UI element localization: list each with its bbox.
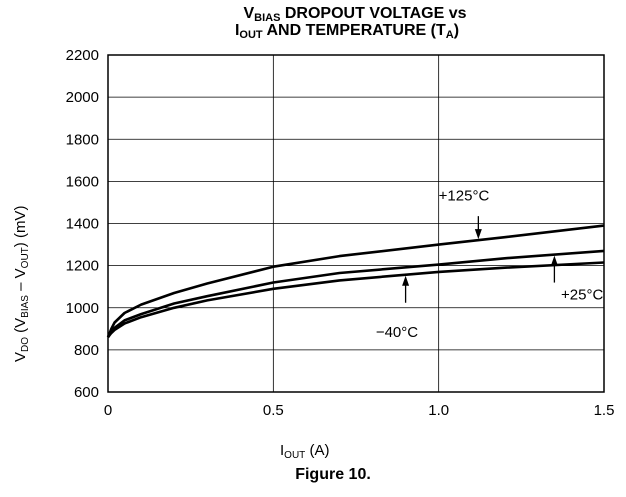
title-text: I	[234, 22, 240, 39]
y-label-text: (V	[12, 317, 29, 337]
y-tick-label: 1000	[66, 300, 99, 317]
plot-frame	[107, 54, 605, 393]
title-text: AND TEMPERATURE (T	[262, 22, 446, 39]
y-label-text: V	[12, 351, 29, 362]
annotation-label: +125°C	[439, 187, 490, 204]
chart-title-line-1: VBIAS DROPOUT VOLTAGE vs	[42, 5, 626, 24]
annotation-label: +25°C	[561, 286, 603, 303]
y-label-sub: OUT	[20, 247, 31, 269]
title-subscript: BIAS	[254, 12, 281, 24]
y-tick-label: 600	[74, 384, 99, 401]
x-label-sub: OUT	[284, 450, 306, 461]
y-axis-label: VDO (VBIAS – VOUT) (mV)	[12, 205, 31, 362]
x-label-text: I	[280, 442, 285, 459]
series-line	[106, 261, 605, 339]
y-tick-label: 1600	[66, 173, 99, 190]
annotation-arrow-head	[474, 229, 482, 240]
title-subscript: OUT	[239, 29, 263, 41]
title-subscript: A	[445, 29, 454, 41]
y-tick-label: 800	[74, 342, 99, 359]
y-label-text: ) (mV)	[12, 205, 29, 248]
series-line	[106, 224, 605, 338]
y-tick-label: 1200	[66, 258, 99, 275]
annotation-arrow-head	[550, 255, 558, 266]
title-text: )	[453, 22, 460, 39]
annotation-arrow-head	[402, 275, 410, 286]
y-label-text: – V	[12, 268, 29, 296]
y-label-sub: BIAS	[20, 295, 31, 318]
title-text: V	[243, 5, 255, 22]
x-label-text: (A)	[305, 442, 330, 459]
x-tick-label: 0.5	[263, 402, 284, 419]
y-tick-label: 1400	[66, 216, 99, 233]
annotation-label: −40°C	[376, 324, 418, 341]
y-tick-label: 1800	[66, 131, 99, 148]
y-label-sub: DO	[20, 336, 31, 352]
y-tick-label: 2000	[66, 89, 99, 106]
x-tick-label: 0	[104, 402, 112, 419]
y-tick-label: 2200	[66, 47, 99, 64]
series-line	[106, 249, 605, 338]
chart-title-line-2: IOUT AND TEMPERATURE (TA)	[34, 22, 626, 41]
x-axis-label: IOUT (A)	[280, 442, 330, 461]
x-tick-label: 1.0	[428, 402, 449, 419]
title-text: DROPOUT VOLTAGE vs	[280, 5, 467, 22]
x-tick-label: 1.5	[594, 402, 615, 419]
figure-caption: Figure 10.	[295, 466, 371, 483]
